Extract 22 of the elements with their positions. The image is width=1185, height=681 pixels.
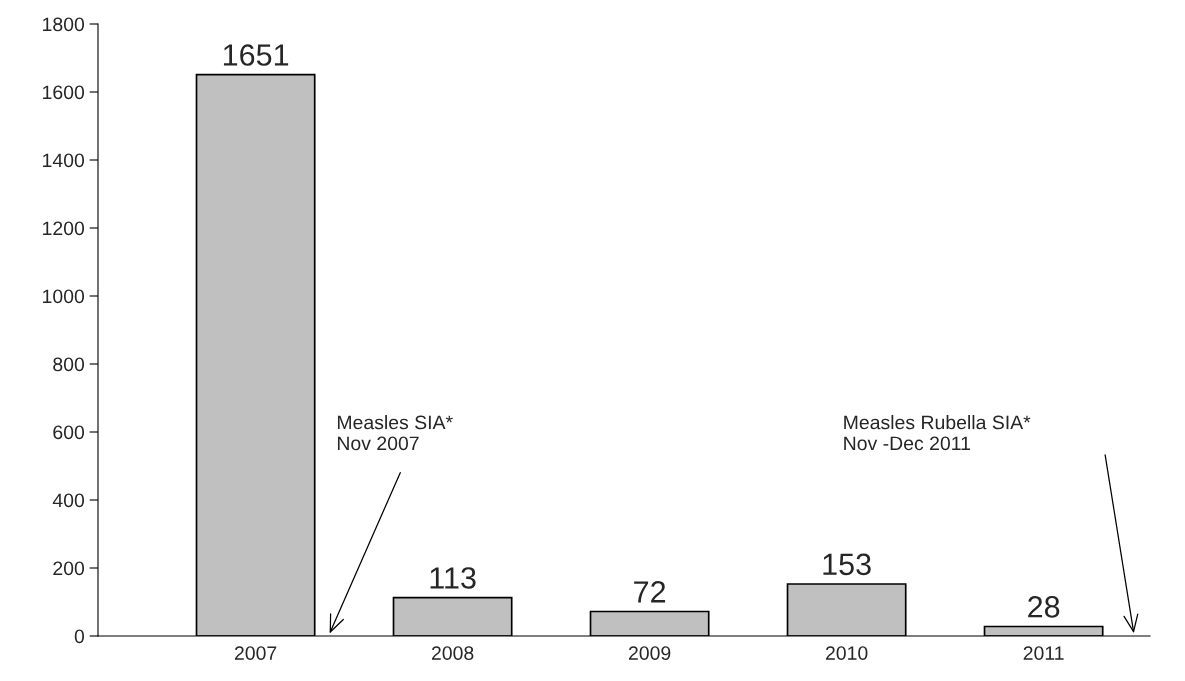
x-tick-label: 2009 [628, 646, 671, 660]
data-label: 113 [430, 567, 476, 589]
data-label: 72 [634, 581, 666, 603]
y-tick-label: 400 [52, 493, 85, 508]
x-tick-label: 2008 [431, 646, 474, 660]
annotation: Measles Rubella SIA* Nov -Dec 2011 [844, 415, 1031, 451]
data-label: 153 [823, 553, 871, 576]
y-tick-label: 600 [53, 425, 85, 440]
x-tick-label: 2010 [825, 646, 868, 660]
data-label: 28 [1028, 596, 1060, 618]
y-tick-label: 1600 [43, 85, 85, 100]
y-tick-label: 800 [53, 357, 85, 372]
x-tick-label: 2011 [1023, 646, 1064, 660]
x-tick-label: 2007 [234, 646, 277, 660]
y-tick-label: 200 [53, 561, 85, 576]
y-tick-label: 1200 [43, 221, 85, 236]
data-label: 1651 [223, 44, 289, 66]
y-tick-label: 0 [74, 629, 85, 644]
y-tick-label: 1800 [43, 17, 85, 32]
annotation: Measles SIA* Nov 2007 [337, 415, 453, 451]
y-tick-label: 1000 [43, 289, 85, 304]
y-tick-label: 1400 [43, 153, 85, 168]
